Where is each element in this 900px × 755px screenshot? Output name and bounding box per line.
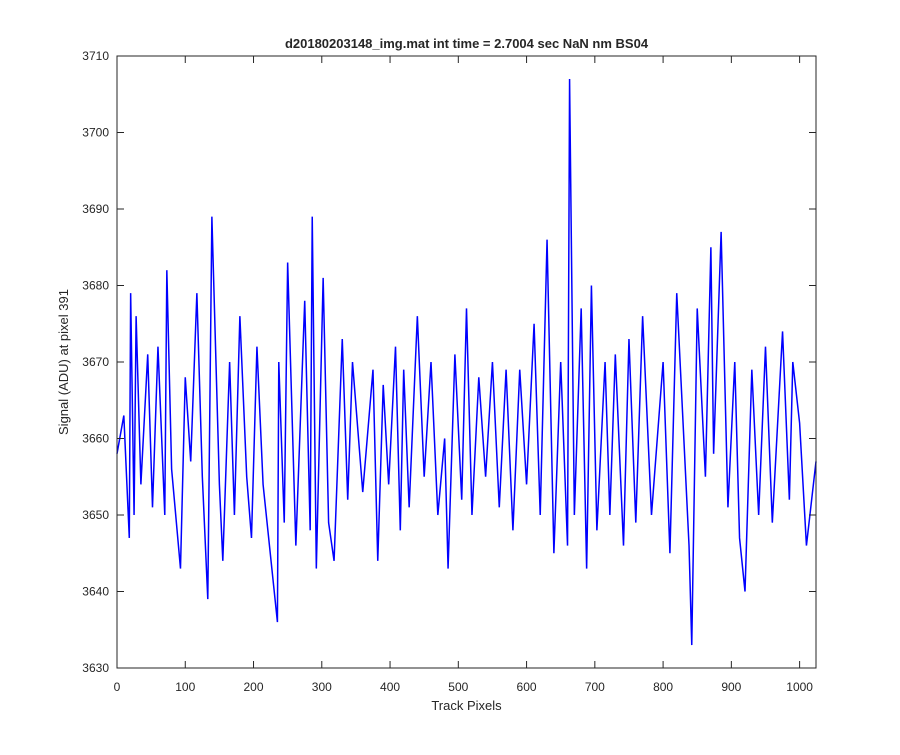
x-tick-label: 100: [175, 680, 195, 694]
tick-layer: 0 100 200 300 400 500 600 700 800 900 1000 3630 3640…: [82, 49, 816, 694]
x-tick-label: 400: [380, 680, 400, 694]
y-tick-label: 3710: [82, 49, 109, 63]
y-tick-label: 3680: [82, 279, 109, 293]
x-tick-label: 600: [517, 680, 537, 694]
y-tick-label: 3630: [82, 661, 109, 675]
y-tick-label: 3690: [82, 202, 109, 216]
y-axis-label: Signal (ADU) at pixel 391: [56, 289, 71, 435]
x-tick-label: 500: [448, 680, 468, 694]
x-tick-label: 200: [244, 680, 264, 694]
series-layer: [116, 78, 817, 646]
y-tick-label: 3670: [82, 355, 109, 369]
y-tick-label: 3700: [82, 126, 109, 140]
y-tick-label: 3640: [82, 585, 109, 599]
x-tick-label: 1000: [786, 680, 813, 694]
signal-series-line: [116, 78, 817, 646]
y-tick-label: 3660: [82, 432, 109, 446]
y-tick-label: 3650: [82, 508, 109, 522]
x-tick-label: 800: [653, 680, 673, 694]
x-tick-label: 0: [114, 680, 121, 694]
x-axis-label: Track Pixels: [431, 698, 502, 713]
x-tick-label: 300: [312, 680, 332, 694]
x-tick-label: 700: [585, 680, 605, 694]
x-tick-label: 900: [721, 680, 741, 694]
chart-title: d20180203148_img.mat int time = 2.7004 s…: [285, 36, 649, 51]
axes-background: [117, 56, 816, 668]
